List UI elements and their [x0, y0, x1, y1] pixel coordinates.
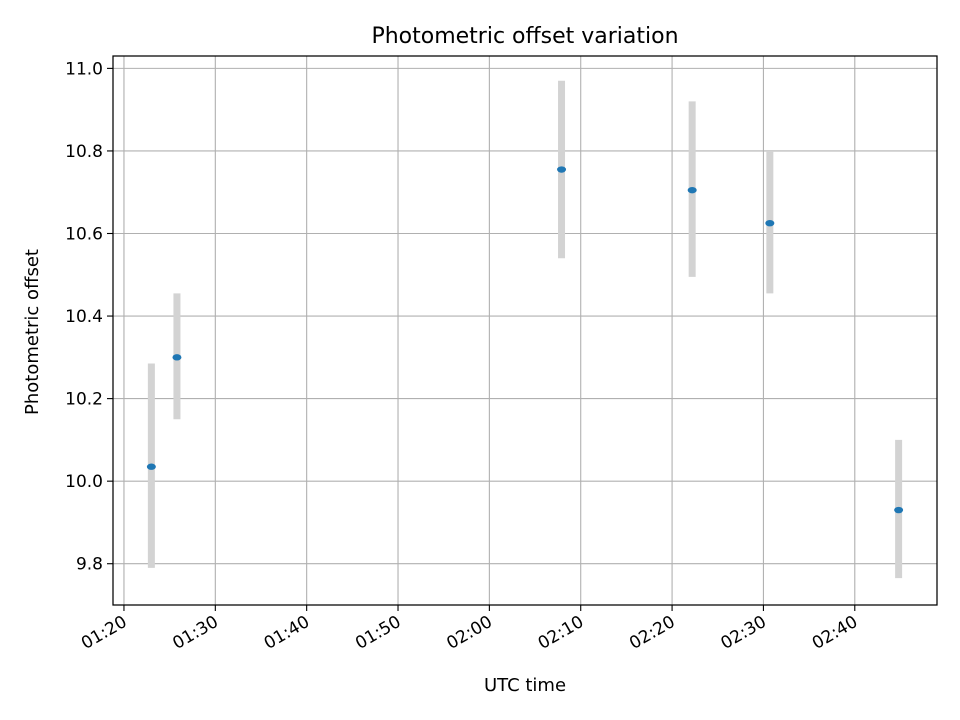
data-point — [894, 506, 904, 514]
y-axis-label: Photometric offset — [22, 249, 43, 415]
data-point — [687, 186, 697, 194]
data-point — [146, 463, 156, 470]
y-tick-label: 10.8 — [65, 142, 103, 162]
y-tick-label: 9.8 — [76, 555, 103, 575]
y-tick-label: 11.0 — [65, 59, 103, 79]
data-point — [765, 219, 775, 227]
y-tick-label: 10.0 — [65, 472, 103, 492]
y-tick-label: 10.4 — [65, 307, 103, 327]
y-axis-ticks: 9.8 10.0 10.2 10.4 10.6 10.8 11.0 — [65, 59, 113, 575]
chart-title: Photometric offset variation — [371, 24, 678, 49]
data-point — [557, 166, 567, 173]
plot-area-frame — [112, 55, 938, 606]
data-points — [146, 166, 904, 514]
y-tick-label: 10.2 — [65, 390, 103, 410]
y-tick-label: 10.6 — [65, 224, 103, 244]
data-point — [172, 354, 182, 361]
x-axis-label: UTC time — [484, 675, 566, 696]
grid — [113, 56, 937, 605]
